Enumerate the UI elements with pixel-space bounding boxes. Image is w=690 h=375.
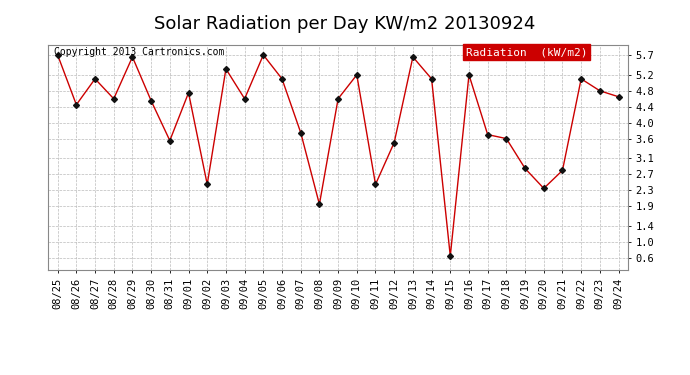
Text: Radiation  (kW/m2): Radiation (kW/m2): [466, 47, 587, 57]
Text: Solar Radiation per Day KW/m2 20130924: Solar Radiation per Day KW/m2 20130924: [155, 15, 535, 33]
Text: Copyright 2013 Cartronics.com: Copyright 2013 Cartronics.com: [54, 47, 224, 57]
